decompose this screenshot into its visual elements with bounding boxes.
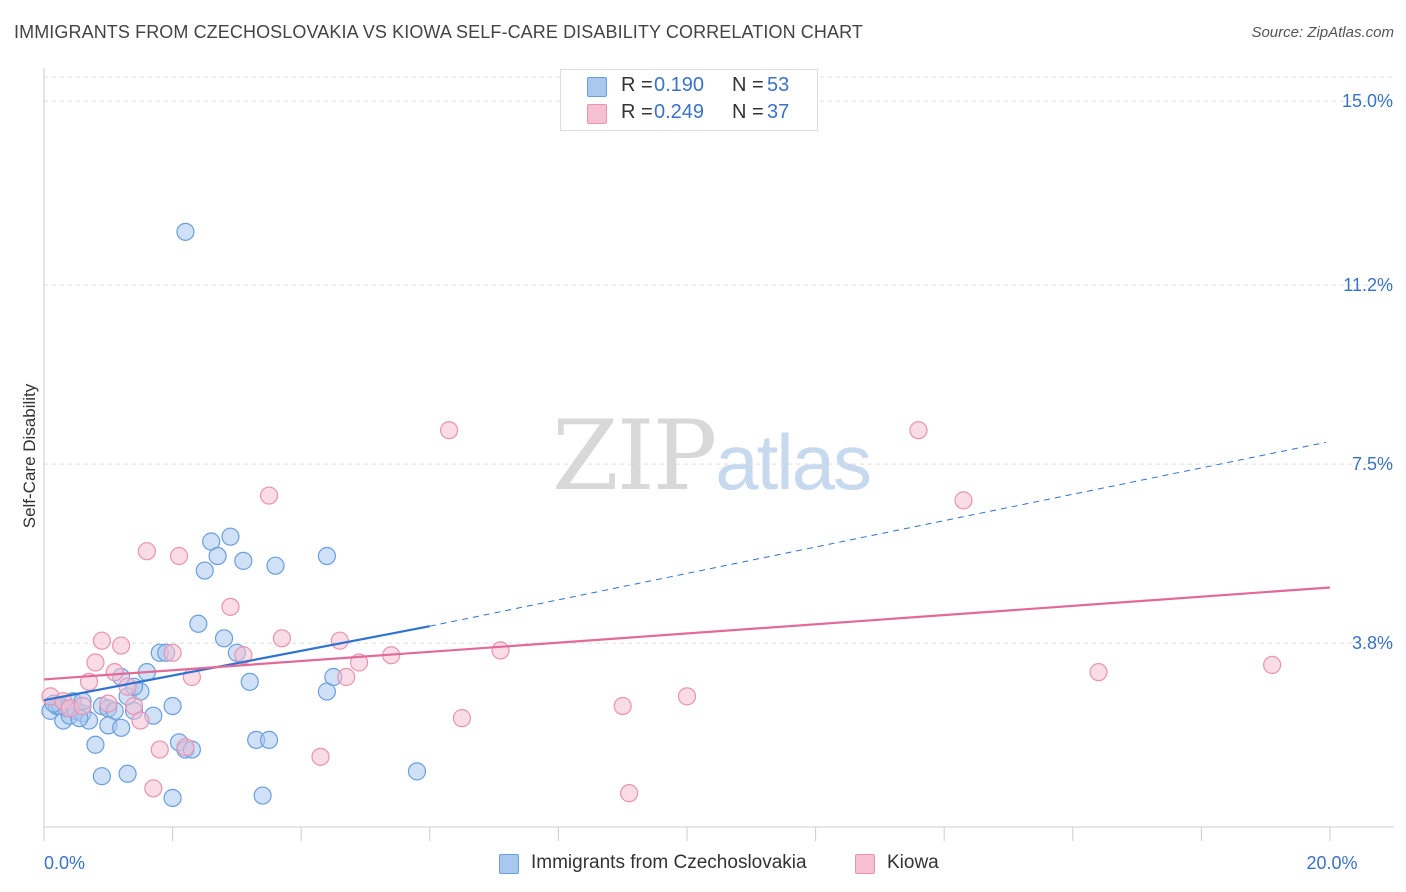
y-tick-label: 15.0% — [1342, 91, 1393, 111]
watermark-zip: ZIP — [552, 400, 717, 512]
legend-n-label: N = — [732, 74, 764, 96]
point-kiowa — [221, 597, 240, 616]
legend-n-value: 37 — [767, 101, 790, 123]
bottom-legend-swatch-czechoslovakia — [499, 854, 519, 874]
trend-line-czechoslovakia-extrapolated — [429, 441, 1327, 627]
legend-n-value: 53 — [767, 74, 790, 96]
point-kiowa — [176, 738, 195, 757]
legend-r-label: R = — [621, 74, 653, 96]
point-czechoslovakia — [118, 764, 137, 783]
point-kiowa — [1263, 655, 1282, 675]
point-kiowa — [259, 486, 279, 505]
point-kiowa — [613, 696, 632, 716]
point-kiowa — [92, 631, 111, 650]
bottom-legend-label-czechoslovakia: Immigrants from Czechoslovakia — [531, 852, 807, 873]
point-kiowa — [272, 629, 292, 648]
bottom-legend-swatch-kiowa — [855, 854, 875, 874]
y-tick-label: 3.8% — [1352, 633, 1393, 653]
bottom-legend-label-kiowa: Kiowa — [887, 852, 939, 873]
point-czechoslovakia — [112, 718, 131, 737]
point-kiowa — [452, 709, 472, 728]
legend-r-value: 0.249 — [654, 101, 705, 123]
chart-title: IMMIGRANTS FROM CZECHOSLOVAKIA VS KIOWA … — [14, 22, 863, 42]
point-czechoslovakia — [189, 614, 208, 633]
point-kiowa — [131, 711, 150, 730]
point-kiowa — [311, 747, 330, 766]
point-czechoslovakia — [259, 730, 279, 750]
point-kiowa — [163, 643, 182, 662]
point-kiowa — [330, 631, 349, 650]
point-czechoslovakia — [253, 786, 272, 805]
trend-line-kiowa — [43, 586, 1331, 681]
point-kiowa — [169, 546, 189, 566]
point-czechoslovakia — [208, 546, 227, 566]
point-czechoslovakia — [176, 222, 195, 241]
point-czechoslovakia — [317, 546, 337, 566]
point-czechoslovakia — [92, 767, 111, 786]
point-kiowa — [105, 663, 124, 682]
point-kiowa — [137, 542, 156, 561]
x-tick-label: 20.0% — [1306, 853, 1357, 873]
x-tick-label: 0.0% — [44, 853, 85, 873]
point-czechoslovakia — [214, 629, 234, 648]
point-kiowa — [909, 421, 928, 440]
legend-n-label: N = — [732, 101, 764, 123]
point-kiowa — [86, 653, 105, 672]
trend-line-czechoslovakia — [43, 625, 431, 702]
point-kiowa — [73, 696, 92, 716]
point-kiowa — [99, 694, 118, 713]
legend-r-label: R = — [621, 101, 653, 123]
point-kiowa — [677, 687, 697, 706]
legend-swatch-kiowa — [587, 104, 607, 124]
y-axis-label: Self-Care Disability — [20, 383, 39, 529]
watermark: ZIPatlas — [552, 400, 872, 512]
point-czechoslovakia — [86, 735, 105, 754]
legend-r-value: 0.190 — [654, 74, 705, 96]
point-kiowa — [954, 491, 973, 510]
source-credit: Source: ZipAtlas.com — [1251, 24, 1394, 41]
point-czechoslovakia — [163, 788, 182, 808]
point-czechoslovakia — [407, 762, 427, 781]
point-kiowa — [620, 784, 639, 803]
point-kiowa — [118, 677, 137, 696]
point-kiowa — [491, 641, 510, 660]
point-czechoslovakia — [221, 527, 240, 546]
point-kiowa — [144, 779, 163, 798]
point-kiowa — [439, 421, 459, 440]
point-kiowa — [337, 667, 356, 687]
point-czechoslovakia — [266, 556, 285, 575]
watermark-atlas: atlas — [715, 418, 872, 506]
point-kiowa — [150, 740, 169, 759]
point-kiowa — [234, 646, 253, 665]
point-kiowa — [1089, 663, 1108, 682]
legend-swatch-czechoslovakia — [587, 77, 607, 97]
point-czechoslovakia — [240, 672, 259, 691]
y-tick-label: 11.2% — [1343, 275, 1393, 295]
point-czechoslovakia — [234, 551, 253, 570]
point-czechoslovakia — [163, 696, 182, 716]
point-czechoslovakia — [195, 561, 214, 580]
y-tick-label: 7.5% — [1352, 454, 1393, 474]
correlation-legend: R = 0.190 N = 53 R = 0.249 N = 37 — [560, 69, 818, 131]
point-kiowa — [112, 636, 131, 655]
